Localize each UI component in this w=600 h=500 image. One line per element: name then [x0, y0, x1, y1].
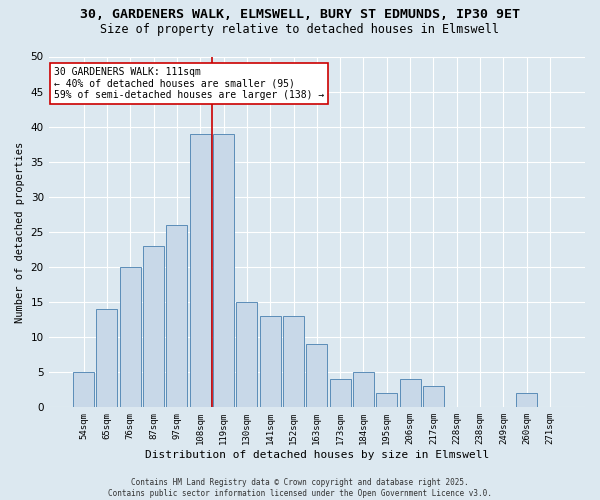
Bar	[353, 372, 374, 408]
Bar	[120, 267, 140, 408]
Bar	[400, 380, 421, 407]
Y-axis label: Number of detached properties: Number of detached properties	[15, 142, 25, 322]
Text: Size of property relative to detached houses in Elmswell: Size of property relative to detached ho…	[101, 22, 499, 36]
Bar	[143, 246, 164, 408]
Bar	[236, 302, 257, 408]
Text: 30 GARDENERS WALK: 111sqm
← 40% of detached houses are smaller (95)
59% of semi-: 30 GARDENERS WALK: 111sqm ← 40% of detac…	[54, 67, 324, 100]
Bar	[423, 386, 444, 407]
Bar	[260, 316, 281, 408]
Bar	[73, 372, 94, 408]
Bar	[213, 134, 234, 407]
Bar	[329, 380, 350, 407]
Bar	[97, 309, 118, 408]
Bar	[376, 394, 397, 407]
X-axis label: Distribution of detached houses by size in Elmswell: Distribution of detached houses by size …	[145, 450, 489, 460]
Bar	[516, 394, 537, 407]
Bar	[283, 316, 304, 408]
Bar	[166, 225, 187, 408]
Bar	[307, 344, 328, 408]
Text: 30, GARDENERS WALK, ELMSWELL, BURY ST EDMUNDS, IP30 9ET: 30, GARDENERS WALK, ELMSWELL, BURY ST ED…	[80, 8, 520, 20]
Bar	[190, 134, 211, 407]
Text: Contains HM Land Registry data © Crown copyright and database right 2025.
Contai: Contains HM Land Registry data © Crown c…	[108, 478, 492, 498]
